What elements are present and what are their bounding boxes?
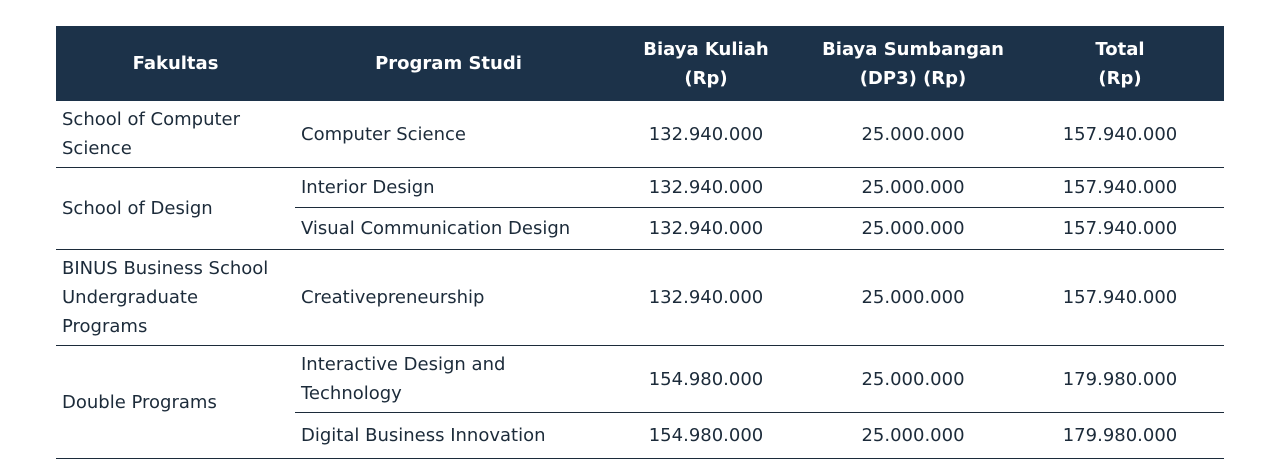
- table-row: School of Computer Science Computer Scie…: [56, 101, 1224, 168]
- table-header: Fakultas Program Studi Biaya Kuliah (Rp) …: [56, 26, 1224, 101]
- cell-fakultas: Double Programs: [56, 345, 295, 459]
- header-biaya-kuliah: Biaya Kuliah (Rp): [602, 26, 810, 101]
- table-row: Visual Communication Design 132.940.000 …: [56, 207, 1224, 250]
- cell-biaya-sumbangan: 25.000.000: [810, 412, 1016, 459]
- cell-biaya-kuliah: 154.980.000: [602, 345, 810, 413]
- cell-total: 157.940.000: [1016, 167, 1224, 208]
- cell-program-studi: Interior Design: [295, 167, 602, 208]
- cell-biaya-kuliah: 154.980.000: [602, 412, 810, 459]
- table-row: BINUS Business School Undergraduate Prog…: [56, 249, 1224, 346]
- cell-fakultas: School of Design: [56, 167, 295, 250]
- cell-biaya-kuliah: 132.940.000: [602, 101, 810, 168]
- table-row: Digital Business Innovation 154.980.000 …: [56, 412, 1224, 459]
- cell-total: 157.940.000: [1016, 101, 1224, 168]
- cell-fakultas: BINUS Business School Undergraduate Prog…: [56, 249, 295, 346]
- header-program-studi: Program Studi: [295, 26, 602, 101]
- tuition-fee-table-container: Fakultas Program Studi Biaya Kuliah (Rp) …: [56, 26, 1224, 459]
- cell-total: 179.980.000: [1016, 345, 1224, 413]
- cell-biaya-sumbangan: 25.000.000: [810, 207, 1016, 250]
- cell-program-studi: Visual Communication Design: [295, 207, 602, 250]
- cell-program-studi: Creativepreneurship: [295, 249, 602, 346]
- cell-biaya-sumbangan: 25.000.000: [810, 101, 1016, 168]
- table-row: Double Programs Interactive Design and T…: [56, 345, 1224, 459]
- header-fakultas: Fakultas: [56, 26, 295, 101]
- cell-biaya-kuliah: 132.940.000: [602, 167, 810, 208]
- header-biaya-sumbangan: Biaya Sumbangan (DP3) (Rp): [810, 26, 1016, 101]
- cell-biaya-sumbangan: 25.000.000: [810, 167, 1016, 208]
- cell-total: 157.940.000: [1016, 207, 1224, 250]
- cell-program-studi: Digital Business Innovation: [295, 412, 602, 459]
- header-total: Total (Rp): [1016, 26, 1224, 101]
- cell-biaya-sumbangan: 25.000.000: [810, 249, 1016, 346]
- cell-biaya-kuliah: 132.940.000: [602, 249, 810, 346]
- table-body: School of Computer Science Computer Scie…: [56, 101, 1224, 459]
- cell-program-studi: Computer Science: [295, 101, 602, 168]
- cell-biaya-sumbangan: 25.000.000: [810, 345, 1016, 413]
- cell-total: 179.980.000: [1016, 412, 1224, 459]
- table-row: School of Design Interior Design 132.940…: [56, 167, 1224, 250]
- cell-biaya-kuliah: 132.940.000: [602, 207, 810, 250]
- tuition-fee-table: Fakultas Program Studi Biaya Kuliah (Rp) …: [56, 26, 1224, 459]
- cell-fakultas: School of Computer Science: [56, 101, 295, 168]
- cell-program-studi: Interactive Design and Technology: [295, 345, 602, 413]
- cell-total: 157.940.000: [1016, 249, 1224, 346]
